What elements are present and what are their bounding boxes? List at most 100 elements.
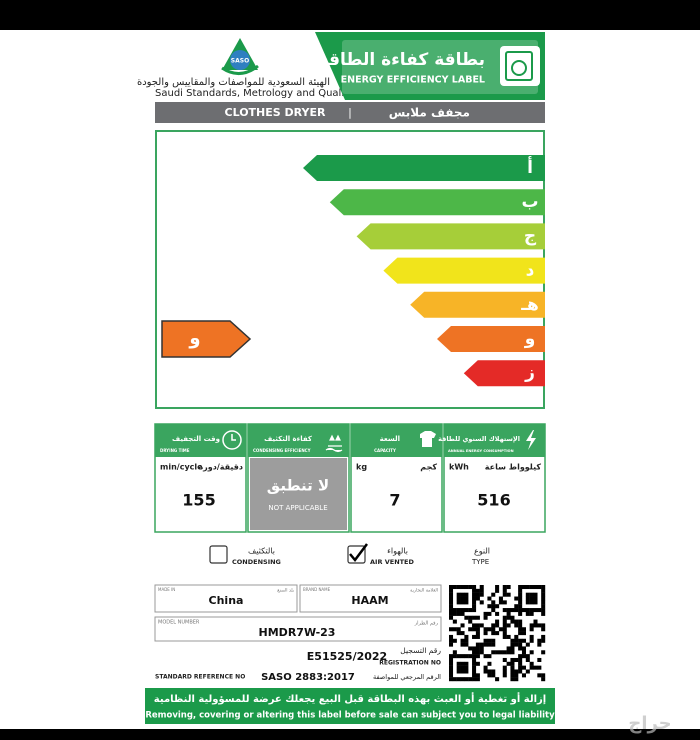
qr-module	[479, 623, 484, 628]
not-applicable-area	[250, 458, 347, 530]
qr-module	[475, 623, 480, 628]
qr-module	[521, 631, 526, 636]
qr-module	[541, 604, 546, 609]
qr-module	[533, 623, 538, 628]
qr-module	[506, 585, 511, 590]
qr-module	[464, 677, 469, 682]
qr-module	[464, 654, 469, 659]
qr-module	[452, 627, 457, 632]
qr-module	[495, 650, 500, 655]
qr-module	[514, 596, 519, 601]
logo-text: SASO	[231, 58, 249, 65]
qr-module	[537, 665, 542, 670]
qr-module	[464, 665, 469, 670]
qr-module	[483, 631, 488, 636]
qr-module	[541, 638, 546, 643]
qr-module	[491, 650, 496, 655]
qr-module	[475, 631, 480, 636]
qr-module	[529, 592, 534, 597]
qr-module	[506, 611, 511, 616]
qr-module	[537, 608, 542, 613]
label-title-ar: بطاقة كفاءة الطاقة	[319, 50, 485, 70]
qr-module	[518, 665, 523, 670]
qr-module	[460, 642, 465, 647]
class-arrow	[303, 155, 545, 181]
qr-module	[449, 665, 454, 670]
qr-module	[472, 585, 477, 590]
rating-arrow	[161, 320, 252, 358]
qr-module	[502, 634, 507, 639]
qr-module	[525, 608, 530, 613]
condensing-title-en: CONDENSING EFFICIENCY	[253, 448, 311, 453]
qr-module	[449, 642, 454, 647]
capacity-title-en: CAPACITY	[374, 448, 396, 453]
type-option-ar: بالهواء	[387, 547, 408, 556]
qr-module	[472, 608, 477, 613]
qr-module	[529, 585, 534, 590]
qr-module	[533, 619, 538, 624]
qr-code	[449, 585, 546, 682]
qr-module	[456, 600, 461, 605]
qr-module	[449, 661, 454, 666]
qr-module	[510, 669, 515, 674]
qr-module	[472, 596, 477, 601]
qr-module	[472, 673, 477, 678]
qr-module	[449, 592, 454, 597]
capacity-unit-en: kg	[356, 463, 367, 472]
qr-module	[495, 611, 500, 616]
qr-module	[449, 588, 454, 593]
qr-module	[449, 608, 454, 613]
clock-hands	[231, 434, 236, 441]
product-separator: |	[348, 106, 352, 119]
qr-module	[472, 665, 477, 670]
qr-module	[452, 611, 457, 616]
qr-module	[518, 642, 523, 647]
qr-module	[506, 646, 511, 651]
qr-module	[472, 604, 477, 609]
qr-module	[537, 585, 542, 590]
drying-title-en: DRYING TIME	[160, 448, 190, 453]
qr-module	[525, 592, 530, 597]
qr-module	[487, 642, 492, 647]
qr-module	[487, 673, 492, 678]
qr-module	[460, 631, 465, 636]
qr-module	[468, 615, 473, 620]
qr-module	[529, 638, 534, 643]
qr-module	[537, 623, 542, 628]
qr-module	[475, 588, 480, 593]
warning-en: Removing, covering or altering this labe…	[145, 711, 555, 721]
made-in-label-en: MADE IN	[158, 587, 175, 592]
top-bar	[0, 0, 700, 30]
qr-module	[456, 665, 461, 670]
qr-module	[502, 608, 507, 613]
qr-module	[510, 661, 515, 666]
qr-module	[498, 627, 503, 632]
qr-module	[449, 638, 454, 643]
qr-module	[475, 634, 480, 639]
qr-module	[479, 650, 484, 655]
qr-module	[460, 665, 465, 670]
qr-module	[456, 592, 461, 597]
qr-module	[521, 638, 526, 643]
qr-module	[464, 600, 469, 605]
qr-module	[510, 657, 515, 662]
qr-module	[541, 600, 546, 605]
qr-module	[506, 615, 511, 620]
product-name-ar: مجفف ملابس	[389, 106, 470, 120]
qr-module	[525, 600, 530, 605]
qr-module	[502, 585, 507, 590]
qr-module	[529, 661, 534, 666]
condensing-title-ar: كفاءة التكثيف	[264, 435, 313, 443]
qr-module	[518, 604, 523, 609]
class-arrow	[437, 326, 545, 352]
qr-module	[541, 650, 546, 655]
qr-module	[472, 657, 477, 662]
qr-module	[475, 673, 480, 678]
qr-module	[464, 634, 469, 639]
qr-module	[541, 627, 546, 632]
qr-module	[483, 654, 488, 659]
qr-module	[498, 596, 503, 601]
qr-module	[468, 654, 473, 659]
qr-module	[518, 661, 523, 666]
